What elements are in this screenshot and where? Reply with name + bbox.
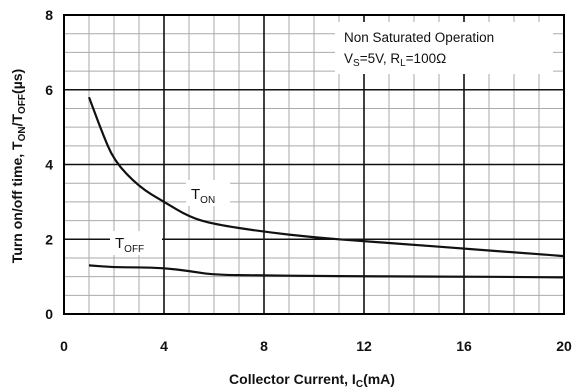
x-tick-label: 0	[60, 338, 68, 354]
y-axis-label: Turn on/off time, TON/TOFF(µs)	[9, 69, 28, 263]
annotation-line2: VS=5V, RL=100Ω	[344, 51, 446, 69]
annotation-line1: Non Saturated Operation	[344, 30, 494, 45]
x-tick-label: 12	[356, 338, 372, 354]
x-tick-label: 8	[260, 338, 268, 354]
x-tick-label: 20	[556, 338, 572, 354]
y-tick-label: 2	[45, 231, 53, 247]
series-layer	[87, 96, 565, 279]
x-tick-labels: 0 4 8 12 16 20	[60, 338, 572, 354]
y-tick-label: 4	[45, 157, 53, 173]
y-tick-label: 0	[45, 306, 53, 322]
x-tick-label: 4	[160, 338, 168, 354]
series-label-toff: TOFF	[115, 235, 144, 255]
plot-frame	[63, 14, 565, 315]
series-line-toff	[88, 264, 565, 279]
y-tick-labels: 0 2 4 6 8	[45, 7, 53, 322]
x-axis-label: Collector Current, IC(mA)	[229, 371, 395, 390]
series-line-ton	[87, 96, 565, 258]
toff-label-bg	[110, 231, 162, 255]
series-label-ton: TON	[191, 186, 215, 206]
annotation-box	[335, 22, 553, 74]
y-tick-label: 8	[45, 7, 53, 23]
ton-label-bg	[186, 180, 230, 206]
y-tick-label: 6	[45, 82, 53, 98]
x-tick-label: 16	[456, 338, 472, 354]
